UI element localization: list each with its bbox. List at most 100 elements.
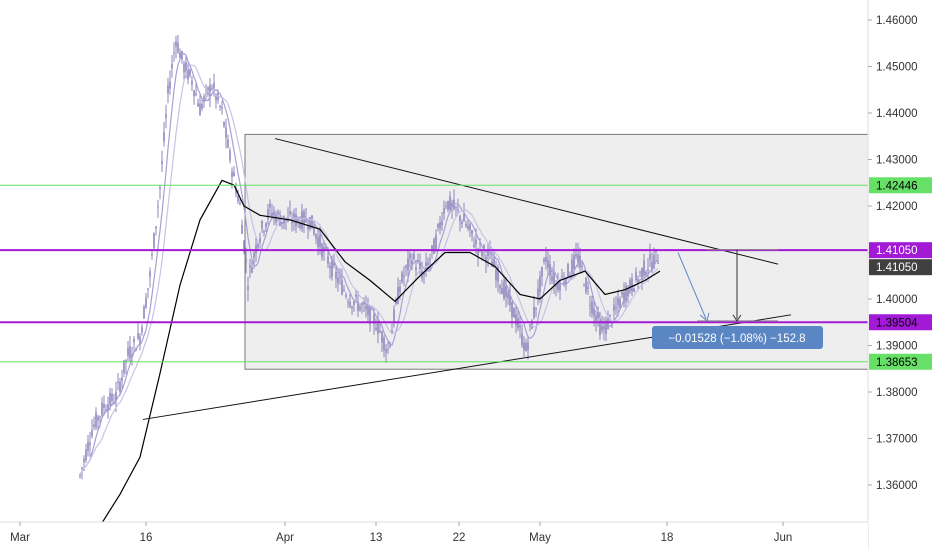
candle-body — [131, 355, 133, 358]
candle-body — [393, 309, 395, 323]
candle-body — [211, 87, 213, 90]
candle-body — [325, 247, 327, 249]
candle-body — [299, 222, 301, 228]
candle-body — [163, 132, 165, 142]
level-tag — [869, 314, 932, 331]
candle-body — [263, 231, 265, 233]
level-tag-label: 1.38653 — [876, 357, 918, 369]
candle-body — [187, 67, 189, 80]
candle-body — [623, 292, 625, 303]
candle-body — [597, 311, 599, 319]
candle-body — [463, 214, 465, 222]
candle-body — [301, 211, 303, 230]
level-tag-label: 1.42446 — [876, 180, 918, 192]
candle-body — [87, 441, 89, 452]
level-tag-label: 1.41050 — [876, 245, 918, 257]
candle-body — [555, 284, 557, 287]
candle-body — [613, 304, 615, 311]
candle-body — [191, 80, 193, 86]
candle-body — [269, 203, 271, 208]
candle-body — [183, 63, 185, 73]
candle-body — [417, 261, 419, 263]
candle-body — [229, 150, 231, 161]
candle-body — [479, 242, 481, 244]
x-tick-label: 18 — [661, 532, 674, 544]
candle-body — [475, 239, 477, 245]
candle-body — [409, 253, 411, 259]
candle-body — [79, 474, 81, 476]
candle-body — [137, 333, 139, 339]
candle-body — [587, 287, 589, 289]
candle-body — [495, 269, 497, 281]
candle-body — [419, 262, 421, 270]
candle-body — [95, 412, 97, 428]
candle-body — [387, 349, 389, 351]
candle-body — [533, 306, 535, 318]
candle-body — [403, 275, 405, 278]
candle-body — [391, 330, 393, 333]
candle-body — [355, 294, 357, 297]
candle-body — [507, 292, 509, 299]
candle-body — [595, 315, 597, 323]
moving-average-layer — [79, 52, 661, 530]
candle-body — [581, 266, 583, 268]
candle-body — [493, 258, 495, 268]
candle-body — [449, 196, 451, 210]
candle-body — [189, 69, 191, 76]
candle-body — [101, 402, 103, 415]
time-axis-bg — [0, 522, 868, 550]
level-tag — [869, 353, 932, 370]
candle-body — [129, 346, 131, 359]
candle-body — [91, 430, 93, 437]
candle-body — [367, 305, 369, 315]
candle-body — [435, 234, 437, 249]
candle-body — [341, 280, 343, 295]
candle-body — [651, 262, 653, 271]
candle-body — [291, 222, 293, 224]
candle-body — [541, 266, 543, 277]
candle-body — [521, 333, 523, 346]
candle-body — [111, 393, 113, 401]
drawings-layer: −0.01528 (−1.08%) −152.8 — [0, 138, 868, 420]
candle-body — [585, 277, 587, 292]
y-tick-label: 1.38000 — [876, 387, 918, 399]
level-tag — [869, 177, 932, 194]
candle-body — [119, 381, 121, 392]
candle-body — [85, 449, 87, 461]
candle-body — [185, 62, 187, 74]
measure-label-text: −0.01528 (−1.08%) −152.8 — [668, 333, 805, 345]
candle-body — [165, 113, 167, 118]
candle-body — [265, 223, 267, 228]
candle-body — [171, 63, 173, 69]
candle-body — [643, 260, 645, 276]
candle-body — [115, 391, 117, 401]
candle-body — [93, 424, 95, 427]
candle-body — [153, 233, 155, 249]
candle-body — [429, 259, 431, 261]
y-tick-label: 1.45000 — [876, 62, 918, 74]
candle-body — [305, 217, 307, 222]
candle-body — [501, 288, 503, 295]
x-tick-label: Mar — [10, 532, 30, 544]
candle-body — [607, 318, 609, 330]
candle-body — [247, 286, 249, 290]
candle-body — [469, 224, 471, 230]
current-price-label: 1.41050 — [876, 262, 918, 274]
candle-body — [195, 93, 197, 96]
candle-body — [257, 243, 259, 248]
candle-body — [653, 255, 655, 269]
candle-body — [565, 278, 567, 285]
candle-body — [143, 306, 145, 319]
candle-body — [117, 381, 119, 383]
y-tick-label: 1.44000 — [876, 108, 918, 120]
candle-body — [311, 215, 313, 229]
candle-body — [215, 94, 217, 101]
candle-body — [549, 264, 551, 276]
candle-body — [461, 221, 463, 225]
candle-body — [509, 294, 511, 306]
candle-body — [245, 258, 247, 264]
candle-body — [383, 337, 385, 351]
candle-body — [251, 267, 253, 273]
candle-body — [399, 286, 401, 293]
